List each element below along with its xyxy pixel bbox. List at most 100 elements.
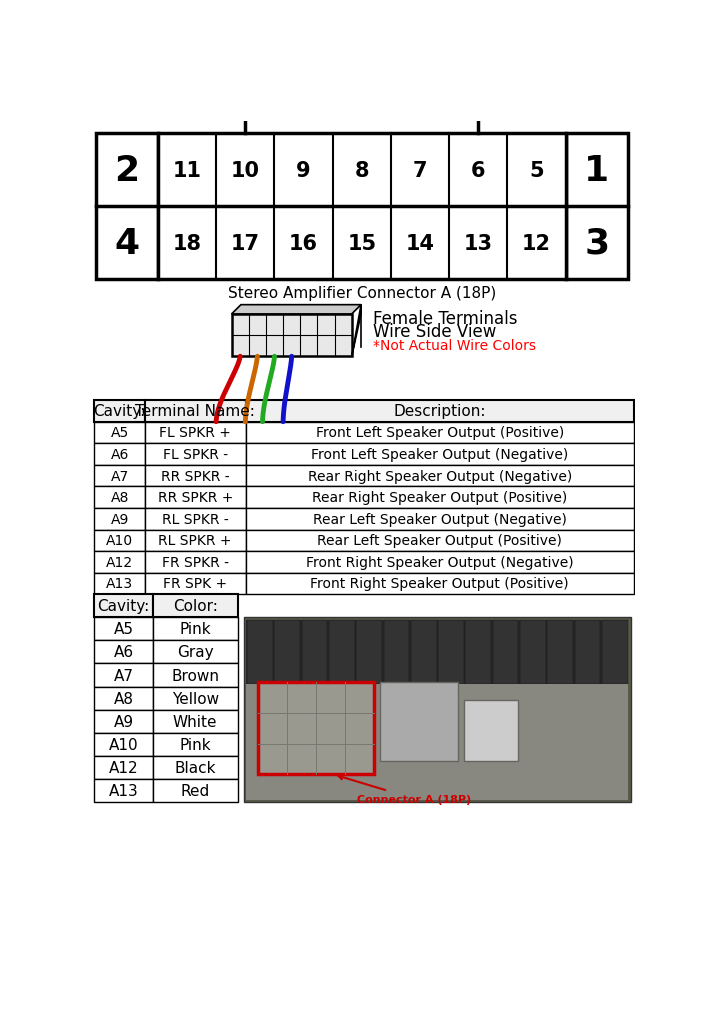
Bar — [152, 618, 238, 641]
Bar — [95, 551, 145, 573]
Text: *Not Actual Wire Colors: *Not Actual Wire Colors — [373, 338, 536, 353]
Bar — [95, 422, 145, 444]
Text: 2: 2 — [114, 154, 140, 187]
Bar — [246, 422, 634, 444]
Text: RR SPKR -: RR SPKR - — [161, 469, 229, 483]
Bar — [145, 400, 246, 422]
Text: Front Left Speaker Output (Negative): Front Left Speaker Output (Negative) — [311, 447, 568, 462]
Bar — [95, 508, 145, 530]
Text: 16: 16 — [289, 233, 318, 254]
Bar — [411, 620, 436, 685]
Bar — [246, 530, 634, 551]
Bar — [152, 710, 238, 733]
Bar — [602, 620, 628, 685]
Text: Stereo Amplifier Connector A (18P): Stereo Amplifier Connector A (18P) — [228, 286, 496, 302]
Text: 15: 15 — [347, 233, 376, 254]
Text: A12: A12 — [109, 760, 138, 775]
Text: RL SPKR -: RL SPKR - — [162, 513, 229, 526]
Text: Black: Black — [174, 760, 216, 775]
Text: RL SPKR +: RL SPKR + — [158, 534, 232, 548]
Text: Description:: Description: — [393, 404, 486, 419]
Bar — [96, 133, 158, 280]
Bar — [301, 620, 328, 685]
Bar — [464, 701, 518, 761]
Bar — [152, 756, 238, 780]
Bar — [246, 400, 634, 422]
Text: Connector A (18P): Connector A (18P) — [338, 775, 471, 804]
Text: 7: 7 — [413, 160, 427, 180]
Bar — [246, 444, 634, 466]
Bar — [145, 530, 246, 551]
Text: FL SPKR +: FL SPKR + — [160, 426, 231, 440]
Text: Gray: Gray — [177, 645, 213, 659]
Bar — [95, 780, 152, 802]
Polygon shape — [352, 306, 361, 357]
Text: Terminal Name:: Terminal Name: — [136, 404, 255, 419]
Text: 11: 11 — [173, 160, 202, 180]
Bar — [329, 620, 354, 685]
Bar — [357, 620, 382, 685]
Text: 5: 5 — [530, 160, 544, 180]
Bar — [246, 508, 634, 530]
Text: Cavity:: Cavity: — [93, 404, 145, 419]
Text: FR SPKR -: FR SPKR - — [162, 555, 229, 570]
Text: FR SPK +: FR SPK + — [163, 577, 227, 591]
Bar — [95, 756, 152, 780]
Text: 18: 18 — [173, 233, 202, 254]
Bar — [145, 487, 246, 508]
Bar — [145, 508, 246, 530]
Bar — [520, 620, 546, 685]
Bar — [95, 573, 145, 595]
Text: A5: A5 — [114, 622, 133, 637]
Bar — [246, 685, 628, 800]
Text: Front Right Speaker Output (Positive): Front Right Speaker Output (Positive) — [311, 577, 569, 591]
Text: 8: 8 — [354, 160, 369, 180]
Text: Rear Right Speaker Output (Positive): Rear Right Speaker Output (Positive) — [312, 491, 568, 504]
Bar — [152, 733, 238, 756]
Bar — [246, 466, 634, 487]
Text: Brown: Brown — [171, 667, 219, 683]
Text: 14: 14 — [405, 233, 435, 254]
Bar — [493, 620, 518, 685]
Bar — [381, 683, 457, 761]
Bar — [145, 466, 246, 487]
Bar — [145, 551, 246, 573]
Text: 1: 1 — [584, 154, 609, 187]
Bar — [95, 618, 152, 641]
Text: 9: 9 — [297, 160, 311, 180]
Bar — [244, 618, 630, 802]
Bar — [152, 687, 238, 710]
Bar — [95, 400, 145, 422]
Text: A5: A5 — [111, 426, 128, 440]
Bar — [158, 133, 566, 280]
Bar — [152, 780, 238, 802]
Text: A13: A13 — [109, 784, 138, 798]
Text: FL SPKR -: FL SPKR - — [162, 447, 228, 462]
Bar — [145, 444, 246, 466]
Text: Female Terminals: Female Terminals — [373, 309, 517, 327]
Bar — [95, 487, 145, 508]
Bar — [95, 687, 152, 710]
Bar — [95, 595, 152, 618]
Bar — [246, 620, 628, 685]
Bar — [383, 620, 409, 685]
Text: Rear Left Speaker Output (Positive): Rear Left Speaker Output (Positive) — [317, 534, 562, 548]
Text: A10: A10 — [109, 737, 138, 752]
Bar — [95, 466, 145, 487]
Bar — [152, 595, 238, 618]
Text: RR SPKR +: RR SPKR + — [157, 491, 233, 504]
Bar — [95, 710, 152, 733]
Text: 3: 3 — [584, 226, 609, 261]
Bar — [95, 641, 152, 663]
Bar — [247, 620, 273, 685]
Text: Color:: Color: — [173, 598, 217, 613]
Bar — [438, 620, 464, 685]
Text: 6: 6 — [471, 160, 486, 180]
Text: A12: A12 — [106, 555, 133, 570]
Bar — [145, 573, 246, 595]
Text: A7: A7 — [114, 667, 133, 683]
Text: A6: A6 — [114, 645, 133, 659]
Bar — [258, 683, 374, 774]
Bar — [566, 133, 628, 280]
Bar — [275, 620, 300, 685]
